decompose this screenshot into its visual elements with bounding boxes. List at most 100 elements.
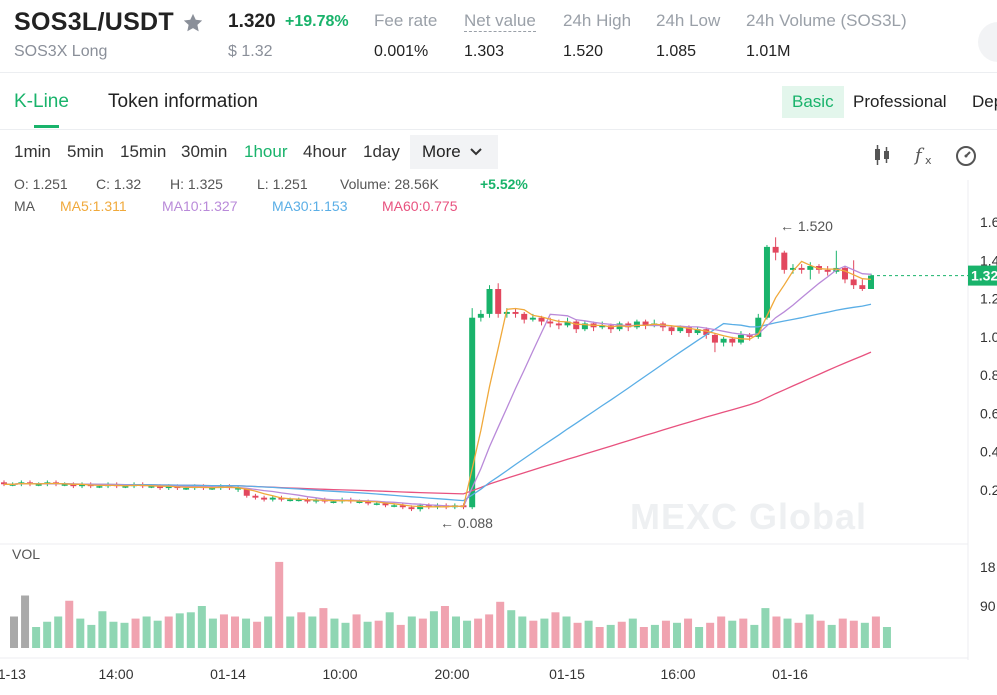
timeframe-1hour[interactable]: 1hour	[244, 142, 288, 161]
volume-bar	[231, 616, 239, 648]
volume-bar	[308, 616, 317, 648]
time-axis-tick: 01-16	[772, 666, 808, 682]
volume-bar	[65, 600, 74, 648]
candle-body	[157, 486, 164, 489]
candle-body	[841, 267, 848, 280]
volume-bar	[275, 561, 284, 648]
price-axis-tick: 0.6	[980, 405, 997, 421]
volume-bar	[783, 618, 792, 648]
volume-bar	[32, 627, 41, 648]
volume-bar	[440, 606, 449, 648]
volume-bar	[21, 595, 30, 648]
candle-body	[70, 484, 77, 487]
timeframe-30min[interactable]: 30min	[181, 142, 228, 161]
candle-body	[798, 267, 805, 270]
price-axis-tick: 1.2	[980, 291, 997, 307]
candle-body	[815, 266, 822, 270]
candle-body	[243, 488, 250, 496]
candle-body	[330, 501, 337, 503]
last-price: 1.320	[228, 11, 276, 32]
volume-bar	[794, 622, 803, 648]
ohlc-close: C: 1.32	[96, 176, 142, 192]
tab-kline[interactable]: K-Line	[14, 91, 69, 112]
more-timeframes-dropdown[interactable]: More	[410, 135, 498, 169]
volume-bar	[87, 624, 96, 648]
last-price-tag	[968, 265, 997, 286]
low-24h-value: 1.085	[656, 43, 697, 60]
timeframe-1day[interactable]: 1day	[363, 142, 400, 161]
volume-bar	[219, 614, 228, 648]
candle-body	[61, 484, 68, 486]
timeframe-4hour[interactable]: 4hour	[303, 142, 347, 161]
candle-body	[469, 317, 476, 508]
pair-subtitle: SOS3X Long	[14, 43, 108, 60]
volume-bar	[341, 622, 350, 648]
candle-body	[252, 495, 259, 498]
volume-bar	[407, 616, 416, 648]
mode-depth-button[interactable]: Dep	[972, 92, 997, 111]
candle-body	[781, 252, 788, 270]
ma10-legend: MA10:1.327	[162, 198, 238, 214]
volume-bar	[10, 616, 18, 648]
mode-basic-button[interactable]: Basic	[782, 86, 844, 118]
candle-body	[96, 486, 103, 488]
candle-body	[746, 334, 753, 337]
mode-professional-button[interactable]: Professional	[853, 92, 947, 111]
volume-bar	[142, 616, 151, 648]
timeframe-1min[interactable]: 1min	[14, 142, 51, 161]
low-24h-label: 24h Low	[656, 11, 721, 30]
timeframe-15min[interactable]: 15min	[120, 142, 167, 161]
volume-bar	[76, 618, 85, 648]
volume-bar	[772, 616, 781, 648]
candle-body	[295, 499, 302, 502]
candle-body	[148, 486, 155, 488]
net-value-label[interactable]: Net value	[464, 11, 536, 32]
volume-bar	[286, 616, 295, 648]
candle-body	[304, 499, 311, 502]
volume-bar	[186, 612, 195, 648]
ohlc-open: O: 1.251	[14, 176, 68, 192]
volume-bar	[330, 618, 339, 648]
volume-bar	[827, 624, 836, 648]
price-change: +19.78%	[285, 13, 349, 30]
price-axis-tick: 1.4	[980, 252, 997, 268]
time-axis-tick: 14:00	[98, 666, 133, 682]
volume-bar	[43, 621, 52, 648]
high-24h-value: 1.520	[563, 43, 604, 60]
volume-bar	[838, 618, 847, 648]
chart-tabs-bar: K-Line Token information Basic Professio…	[0, 73, 997, 130]
tab-token-information[interactable]: Token information	[108, 91, 258, 112]
candle-body	[642, 321, 649, 326]
candle-body	[477, 313, 484, 318]
candle-body	[555, 323, 562, 326]
market-header: SOS3L/USDT SOS3X Long 1.320 +19.78% $ 1.…	[0, 0, 997, 73]
volume-bar	[761, 608, 770, 648]
candle-body	[512, 311, 519, 314]
ma30-line	[4, 303, 872, 502]
candle-body	[1, 482, 7, 485]
volume-bar	[109, 621, 118, 648]
volume-bar	[319, 608, 328, 648]
candle-body	[850, 279, 857, 286]
high-marker-label: ← 1.520	[780, 218, 833, 234]
volume-bar	[253, 621, 262, 648]
ma5-legend: MA5:1.311	[60, 198, 127, 214]
volume-bar	[562, 616, 571, 648]
notification-badge[interactable]	[978, 22, 997, 62]
candle-body	[564, 321, 571, 326]
volume-axis-tick: 18	[980, 559, 996, 575]
timeframe-5min[interactable]: 5min	[67, 142, 104, 161]
volume-bar	[429, 611, 438, 648]
settings-gauge-icon[interactable]	[954, 143, 978, 167]
candle-body	[503, 311, 510, 314]
candle-body	[209, 488, 216, 490]
candlestick-type-icon[interactable]	[870, 143, 894, 167]
volume-bar	[297, 612, 306, 648]
high-24h-label: 24h High	[563, 11, 632, 30]
candle-body	[807, 266, 814, 270]
ma-label: MA	[14, 198, 35, 214]
favorite-star-icon[interactable]	[182, 12, 204, 34]
volume-bar	[242, 618, 251, 648]
